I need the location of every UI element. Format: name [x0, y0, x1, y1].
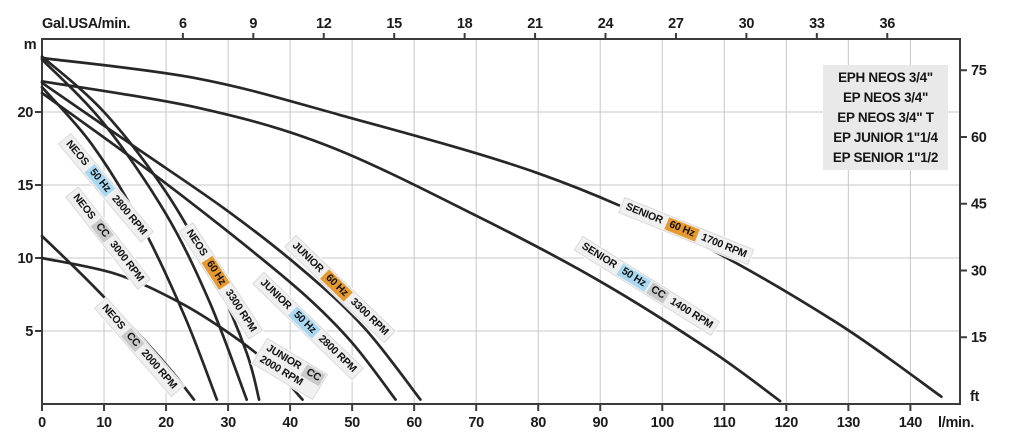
tick-label-top: 15: [386, 16, 402, 32]
curve-junior-60hz-3300: [40, 81, 422, 401]
axis-unit-lmin: l/min.: [938, 415, 974, 431]
axis-unit-m: m: [24, 37, 37, 53]
curve-junior-50hz-2800: [40, 91, 397, 401]
legend-item: EP NEOS 3/4": [842, 89, 929, 105]
plot-border: [41, 38, 961, 405]
tick-label-bottom: 90: [592, 415, 608, 431]
tick-label-left: 5: [25, 324, 33, 340]
tick-label-bottom: 60: [406, 415, 422, 431]
axis-unit-gal: Gal.USA/min.: [42, 16, 131, 32]
legend-item: EP SENIOR 1"1/2: [832, 149, 939, 165]
tick-label-bottom: 70: [468, 415, 484, 431]
curve-senior-60hz-1700: [40, 56, 943, 399]
curve-neos-cc-3000: [40, 58, 249, 401]
tick-label-bottom: 50: [344, 415, 360, 431]
tick-label-top: 9: [249, 16, 257, 32]
tick-label-left: 20: [17, 105, 33, 121]
axis-unit-ft: ft: [970, 389, 980, 405]
tick-label-bottom: 0: [38, 415, 46, 431]
tick-label-right: 45: [971, 197, 987, 213]
tick-label-top: 18: [457, 16, 473, 32]
tick-label-left: 10: [17, 251, 33, 267]
tick-label-top: 30: [739, 16, 755, 32]
legend-item: EP JUNIOR 1"1/4: [833, 129, 938, 145]
pump-models-legend: EPH NEOS 3/4" EP NEOS 3/4" EP NEOS 3/4" T E…: [823, 65, 948, 170]
tick-label-bottom: 140: [899, 415, 923, 431]
tick-label-bottom: 80: [530, 415, 546, 431]
tick-label-top: 27: [668, 16, 684, 32]
tick-label-right: 15: [971, 330, 987, 346]
tick-label-top: 6: [179, 16, 187, 32]
legend-item: EPH NEOS 3/4": [838, 69, 933, 85]
tick-label-right: 30: [971, 263, 987, 279]
tick-label-bottom: 40: [282, 415, 298, 431]
curve-neos-60hz-3300: [40, 55, 261, 401]
tick-label-top: 36: [880, 16, 896, 32]
tick-label-bottom: 120: [775, 415, 799, 431]
tick-label-right: 75: [971, 63, 987, 79]
tick-label-top: 12: [316, 16, 332, 32]
tick-label-top: 33: [809, 16, 825, 32]
tick-label-bottom: 130: [837, 415, 861, 431]
curve-senior-50hz-cc-1400: [40, 79, 782, 403]
tick-label-bottom: 10: [96, 415, 112, 431]
tick-label-bottom: 100: [651, 415, 675, 431]
tick-label-bottom: 20: [158, 415, 174, 431]
legend-item: EP NEOS 3/4" T: [837, 109, 934, 125]
tick-label-top: 24: [598, 16, 614, 32]
tick-label-bottom: 30: [220, 415, 236, 431]
tick-label-right: 60: [971, 130, 987, 146]
tick-label-left: 15: [17, 178, 33, 194]
tick-label-top: 21: [527, 16, 543, 32]
tick-label-bottom: 110: [713, 415, 736, 431]
